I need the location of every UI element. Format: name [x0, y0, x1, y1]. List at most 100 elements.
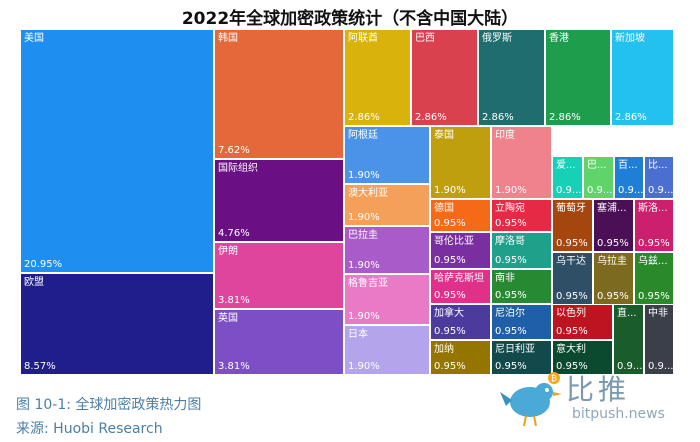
treemap-cell: 阿联酋 2.86%: [344, 29, 411, 126]
treemap-cell: 欧盟 8.57%: [20, 273, 214, 375]
treemap-cell: 直... 0.9...: [613, 304, 644, 375]
cell-value: 0.95%: [434, 290, 466, 301]
cell-value: 0.95%: [495, 218, 527, 229]
bird-icon: ₿: [500, 372, 562, 427]
treemap-cell: 伊朗 3.81%: [214, 242, 344, 309]
cell-label: 国际组织: [218, 163, 258, 174]
treemap-cell: 哥伦比亚 0.95%: [430, 232, 491, 269]
treemap-cell: 尼泊尔 0.95%: [491, 304, 552, 340]
cell-value: 0.95%: [434, 218, 466, 229]
chart-title: 2022年全球加密政策统计（不含中国大陆）: [181, 9, 519, 29]
cell-label: 爱...: [556, 160, 576, 171]
cell-value: 0.95%: [638, 291, 670, 302]
treemap-cell: 摩洛哥 0.95%: [491, 232, 552, 269]
cell-value: 8.57%: [24, 361, 56, 372]
treemap-cell: 乌兹... 0.95%: [634, 252, 674, 305]
cell-value: 0.95%: [434, 255, 466, 266]
cell-label: 葡萄牙: [556, 203, 586, 214]
cell-label: 中非: [648, 308, 668, 319]
treemap-cell: 中非 0.9...: [644, 304, 674, 375]
treemap-cell: 哈萨克斯坦 0.95%: [430, 269, 491, 304]
cell-label: 印度: [495, 130, 515, 141]
cell-label: 尼泊尔: [495, 308, 525, 319]
treemap-cell: 日本 1.90%: [344, 325, 430, 375]
cell-label: 加拿大: [434, 308, 464, 319]
cell-label: 韩国: [218, 33, 238, 44]
cell-label: 新加坡: [615, 33, 645, 44]
cell-value: 2.86%: [348, 112, 380, 123]
cell-label: 哥伦比亚: [434, 236, 474, 247]
treemap-cell: 乌干达 0.95%: [552, 252, 593, 305]
cell-label: 巴拉圭: [348, 230, 378, 241]
treemap-cell: 百... 0.9...: [614, 156, 644, 199]
cell-label: 格鲁吉亚: [348, 278, 388, 289]
source-caption: 来源: Huobi Research: [16, 421, 163, 437]
cell-value: 0.95%: [495, 326, 527, 337]
cell-value: 1.90%: [348, 260, 380, 271]
cell-label: 哈萨克斯坦: [434, 273, 484, 284]
treemap-cell: 美国 20.95%: [20, 29, 214, 273]
treemap-cell: 葡萄牙 0.95%: [552, 199, 593, 252]
treemap-cell: 意大利 0.95%: [552, 340, 613, 375]
cell-label: 阿根廷: [348, 130, 378, 141]
cell-value: 1.90%: [434, 185, 466, 196]
cell-label: 以色列: [556, 308, 586, 319]
cell-value: 0.95%: [434, 361, 466, 372]
treemap-cell: 巴... 0.9...: [583, 156, 614, 199]
cell-value: 20.95%: [24, 259, 63, 270]
cell-value: 2.86%: [482, 112, 514, 123]
cell-value: 0.95%: [495, 290, 527, 301]
treemap-cell: 比... 0.9...: [644, 156, 674, 199]
cell-label: 乌干达: [556, 256, 586, 267]
cell-label: 意大利: [556, 344, 586, 355]
cell-label: 泰国: [434, 130, 454, 141]
cell-label: 乌兹...: [638, 256, 668, 267]
cell-label: 直...: [617, 308, 637, 319]
treemap-cell: 以色列 0.95%: [552, 304, 613, 340]
treemap-cell: 格鲁吉亚 1.90%: [344, 274, 430, 325]
cell-label: 南非: [495, 273, 515, 284]
treemap-cell: 泰国 1.90%: [430, 126, 491, 199]
cell-value: 0.95%: [495, 361, 527, 372]
watermark-en: bitpush.news: [572, 406, 665, 422]
cell-label: 加纳: [434, 344, 454, 355]
cell-label: 英国: [218, 313, 238, 324]
treemap-cell: 阿根廷 1.90%: [344, 126, 430, 184]
cell-label: 立陶宛: [495, 203, 525, 214]
treemap-cell: 塞浦... 0.95%: [593, 199, 634, 252]
treemap-cell: 乌拉圭 0.95%: [593, 252, 634, 305]
cell-label: 乌拉圭: [597, 256, 627, 267]
cell-value: 0.9...: [587, 185, 613, 196]
cell-value: 0.9...: [648, 185, 674, 196]
treemap-cell: 俄罗斯 2.86%: [478, 29, 545, 126]
cell-value: 0.95%: [434, 326, 466, 337]
cell-value: 0.9...: [617, 361, 643, 372]
cell-label: 巴西: [415, 33, 435, 44]
cell-value: 0.95%: [556, 238, 588, 249]
treemap-cell: 香港 2.86%: [545, 29, 611, 126]
treemap-cell: 韩国 7.62%: [214, 29, 344, 159]
cell-label: 澳大利亚: [348, 188, 388, 199]
cell-value: 1.90%: [348, 212, 380, 223]
cell-label: 巴...: [587, 160, 607, 171]
watermark-cn: 比推: [566, 373, 631, 406]
cell-value: 0.95%: [495, 255, 527, 266]
cell-label: 香港: [549, 33, 569, 44]
cell-value: 0.9...: [618, 185, 644, 196]
treemap-cell: 加纳 0.95%: [430, 340, 491, 375]
cell-label: 摩洛哥: [495, 236, 525, 247]
treemap-cell: 加拿大 0.95%: [430, 304, 491, 340]
cell-value: 0.95%: [556, 361, 588, 372]
cell-value: 0.95%: [638, 238, 670, 249]
cell-label: 尼日利亚: [495, 344, 535, 355]
treemap-cell: 国际组织 4.76%: [214, 159, 344, 242]
cell-value: 0.95%: [556, 291, 588, 302]
cell-label: 俄罗斯: [482, 33, 512, 44]
cell-value: 2.86%: [415, 112, 447, 123]
bitpush-logo: ₿ 比推 bitpush.news: [500, 368, 690, 428]
treemap-cell: 爱... 0.9...: [552, 156, 583, 199]
cell-value: 1.90%: [348, 170, 380, 181]
cell-value: 1.90%: [495, 185, 527, 196]
cell-value: 3.81%: [218, 295, 250, 306]
treemap-cell: 尼日利亚 0.95%: [491, 340, 552, 375]
